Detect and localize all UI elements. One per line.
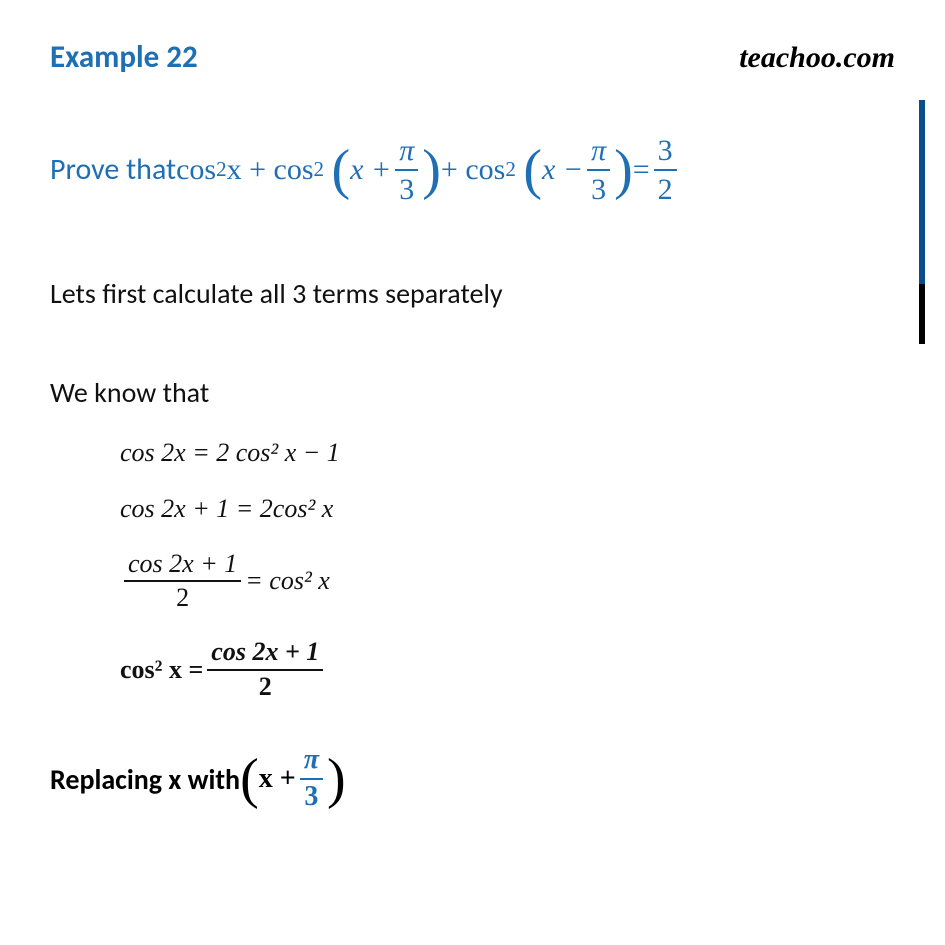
document-page: Example 22 teachoo.com Prove that cos2 x… — [0, 0, 945, 945]
brand-logo: teachoo.com — [739, 41, 895, 75]
eq-x1: x + cos — [227, 153, 314, 187]
deriv-line-2: cos 2x + 1 = 2cos² x — [120, 494, 895, 524]
eq-rhs-den: 2 — [654, 171, 677, 206]
rparen3-icon: ) — [327, 751, 346, 807]
side-accent-bar-blue — [919, 100, 925, 284]
eq-plus: + cos — [441, 153, 505, 187]
eq-sq3: 2 — [505, 157, 516, 182]
deriv-line-3: cos 2x + 1 2 = cos² x — [120, 550, 895, 613]
body-line-1: Lets first calculate all 3 terms separat… — [50, 276, 895, 311]
replacing-line: Replacing x with ( x + π 3 ) — [50, 745, 895, 813]
eq-equals: = — [633, 153, 650, 187]
eq-den1: 3 — [395, 171, 418, 206]
eq-inner1a: x + — [350, 153, 391, 187]
prove-label: Prove that — [50, 151, 176, 188]
eq-rhs-num: 3 — [654, 134, 677, 169]
example-title: Example 22 — [50, 38, 198, 76]
eq-den2: 3 — [587, 171, 610, 206]
rep-pi: π — [300, 745, 323, 778]
header-row: Example 22 teachoo.com — [50, 38, 895, 76]
eq-pi2: π — [587, 134, 610, 169]
eq-inner2a: x − — [542, 153, 583, 187]
side-accent-bar-black — [919, 284, 925, 344]
d3-rhs: = cos² x — [245, 566, 330, 596]
replacing-text: Replacing x with — [50, 762, 240, 797]
lparen2-icon: ( — [523, 142, 542, 198]
lparen1-icon: ( — [332, 142, 351, 198]
lparen3-icon: ( — [240, 751, 259, 807]
eq-pi1: π — [395, 134, 418, 169]
main-equation: Prove that cos2 x + cos2 ( x + π 3 ) + c… — [50, 134, 895, 206]
rep-den: 3 — [300, 780, 322, 813]
deriv-line-1: cos 2x = 2 cos² x − 1 — [120, 438, 895, 468]
d4-lhs: cos² x = — [120, 655, 203, 685]
d4-num: cos 2x + 1 — [207, 638, 323, 669]
d3-num: cos 2x + 1 — [124, 550, 241, 581]
d4-den: 2 — [255, 671, 276, 702]
rparen1-icon: ) — [422, 142, 441, 198]
rep-inner-a: x + — [259, 763, 296, 795]
eq-sq2: 2 — [314, 157, 325, 182]
rparen2-icon: ) — [614, 142, 633, 198]
body-line-2: We know that — [50, 375, 895, 410]
d3-den: 2 — [172, 582, 193, 613]
eq-sq1: 2 — [216, 157, 227, 182]
derivation-block: cos 2x = 2 cos² x − 1 cos 2x + 1 = 2cos²… — [50, 438, 895, 702]
eq-cos1: cos — [176, 153, 216, 187]
deriv-line-4: cos² x = cos 2x + 1 2 — [120, 638, 895, 701]
